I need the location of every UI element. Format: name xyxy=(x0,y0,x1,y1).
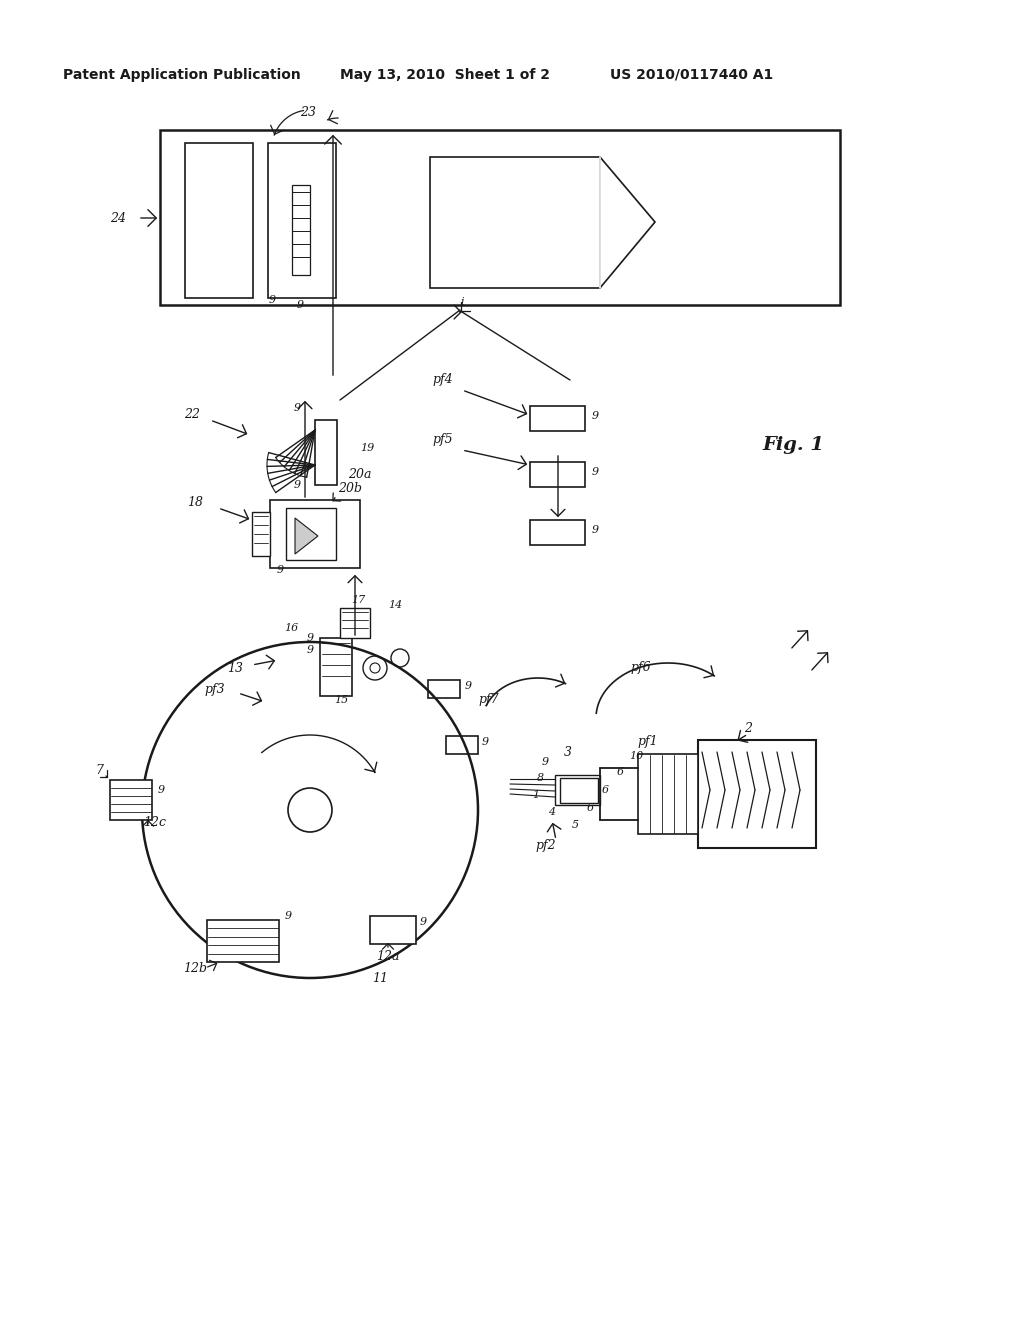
Bar xyxy=(446,737,478,754)
Text: 12a: 12a xyxy=(376,949,399,962)
Text: pf5: pf5 xyxy=(432,433,453,446)
Text: 9: 9 xyxy=(482,737,489,747)
Text: 9: 9 xyxy=(276,565,284,576)
Text: 9: 9 xyxy=(296,300,303,310)
Text: 12c: 12c xyxy=(143,816,166,829)
Bar xyxy=(270,500,360,568)
Text: pf1: pf1 xyxy=(638,735,658,748)
Bar xyxy=(560,777,598,803)
Bar xyxy=(530,462,585,487)
Text: i: i xyxy=(460,297,464,308)
Polygon shape xyxy=(295,517,318,554)
Text: 9: 9 xyxy=(307,634,314,643)
Text: 9: 9 xyxy=(592,525,599,535)
Bar xyxy=(555,775,600,805)
Text: 12b: 12b xyxy=(183,961,207,974)
Bar xyxy=(530,520,585,545)
Bar xyxy=(430,157,600,288)
Text: 6: 6 xyxy=(587,803,594,813)
Text: 19: 19 xyxy=(360,444,374,453)
Text: 24: 24 xyxy=(110,211,126,224)
Text: 9: 9 xyxy=(542,756,549,767)
Text: 22: 22 xyxy=(184,408,200,421)
Text: Fig. 1: Fig. 1 xyxy=(762,436,824,454)
Text: 3: 3 xyxy=(564,746,572,759)
Text: 9: 9 xyxy=(158,785,165,795)
Text: pf6: pf6 xyxy=(630,661,650,675)
Bar xyxy=(252,512,270,556)
Text: 9: 9 xyxy=(285,911,292,921)
Text: pf4: pf4 xyxy=(432,374,453,387)
Bar xyxy=(286,508,336,560)
Bar xyxy=(185,143,253,298)
Text: 6: 6 xyxy=(616,767,624,777)
Bar xyxy=(110,780,152,820)
Text: 23: 23 xyxy=(300,107,316,120)
Text: 8: 8 xyxy=(537,774,544,783)
Text: 14: 14 xyxy=(388,601,402,610)
Text: 15: 15 xyxy=(334,696,348,705)
Text: May 13, 2010  Sheet 1 of 2: May 13, 2010 Sheet 1 of 2 xyxy=(340,69,550,82)
Text: Patent Application Publication: Patent Application Publication xyxy=(63,69,301,82)
Text: 1: 1 xyxy=(532,789,540,800)
Bar xyxy=(207,920,279,962)
Bar xyxy=(292,185,310,275)
Text: 18: 18 xyxy=(187,495,203,508)
Text: 9: 9 xyxy=(592,467,599,477)
Text: 4: 4 xyxy=(549,807,556,817)
Bar xyxy=(160,129,840,305)
Bar xyxy=(315,420,337,484)
Bar xyxy=(370,916,416,944)
Bar xyxy=(319,638,352,696)
Text: 9: 9 xyxy=(592,411,599,421)
Text: 5: 5 xyxy=(571,820,579,830)
Text: 9: 9 xyxy=(294,480,301,490)
Text: 20a: 20a xyxy=(348,469,372,482)
Polygon shape xyxy=(600,157,655,288)
Text: 13: 13 xyxy=(227,661,243,675)
Text: US 2010/0117440 A1: US 2010/0117440 A1 xyxy=(610,69,773,82)
Text: 16: 16 xyxy=(284,623,298,634)
Text: 9: 9 xyxy=(294,403,301,413)
Text: 17: 17 xyxy=(351,595,366,605)
Text: 9: 9 xyxy=(307,645,314,655)
Bar xyxy=(428,680,460,698)
Text: 11: 11 xyxy=(372,972,388,985)
Text: 6: 6 xyxy=(601,785,608,795)
Text: 10: 10 xyxy=(629,751,643,762)
Text: 7: 7 xyxy=(95,763,103,776)
Text: 9: 9 xyxy=(465,681,472,690)
Text: 9: 9 xyxy=(420,917,427,927)
Bar xyxy=(530,407,585,432)
Text: 20b: 20b xyxy=(338,482,362,495)
Text: pf2: pf2 xyxy=(536,838,556,851)
Text: pf7: pf7 xyxy=(478,693,499,706)
Bar xyxy=(340,609,370,638)
Bar xyxy=(638,754,698,834)
Text: 2: 2 xyxy=(744,722,752,734)
Bar xyxy=(698,741,816,847)
Text: 9: 9 xyxy=(268,294,275,305)
Bar xyxy=(268,143,336,298)
Text: pf3: pf3 xyxy=(205,684,225,697)
